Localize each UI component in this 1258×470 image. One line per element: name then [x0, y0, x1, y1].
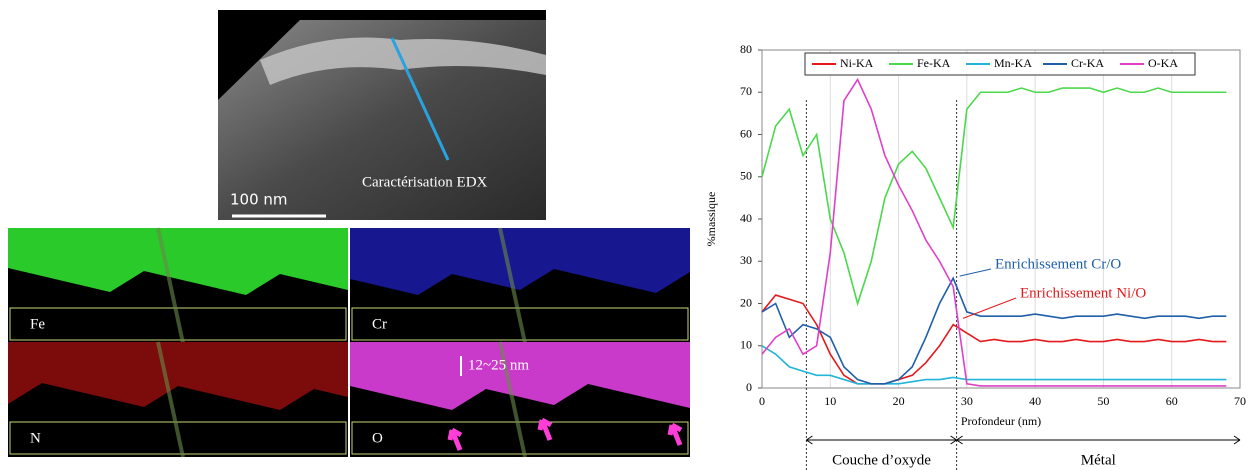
map-label-frame: [9, 421, 347, 455]
y-tick-label: 0: [746, 380, 752, 394]
x-tick-label: 50: [1097, 394, 1109, 408]
line-scan: [498, 227, 527, 344]
map-signal: [8, 228, 348, 295]
y-axis-label: %massique: [704, 192, 718, 247]
y-tick-label: 30: [740, 253, 752, 267]
annotation-arrow: [962, 297, 1017, 319]
chart: 0 10 20 30 40 50 60 70 0 10 20 30 40 50 60 70 80 Profonde…: [704, 42, 1246, 470]
line-scan: [156, 341, 185, 458]
plot-frame: [761, 49, 1241, 389]
x-axis-label: Profondeur (nm): [961, 414, 1041, 428]
line-scan: [156, 227, 185, 344]
edx-map: O: [350, 341, 690, 458]
region-label: Métal: [1081, 452, 1116, 468]
map-label-frame: [9, 307, 347, 341]
x-tick-label: 0: [759, 394, 765, 408]
line-scan: [498, 341, 527, 458]
thickness-label: 12~25 nm: [468, 357, 529, 373]
y-tick-label: 60: [740, 126, 752, 140]
map-signal: [350, 228, 690, 295]
annotation: Enrichissement Ni/O: [1020, 285, 1146, 301]
x-tick-label: 30: [961, 394, 973, 408]
map-label-frame: [351, 307, 689, 341]
map-label-frame: [351, 421, 689, 455]
y-tick-label: 10: [740, 338, 752, 352]
map-signal: [8, 342, 348, 410]
pointer-arrow: [447, 427, 463, 451]
x-tick-label: 70: [1234, 394, 1246, 408]
region-label: Couche d’oxyde: [832, 452, 931, 468]
pointer-arrow: [667, 422, 683, 446]
map-label: Fe: [30, 316, 45, 332]
series-line: [761, 294, 1227, 385]
y-tick-label: 50: [740, 169, 752, 183]
y-tick-label: 70: [740, 84, 752, 98]
edx-maps: Fe Cr N O 12~25 nm: [8, 227, 690, 458]
map-signal: [350, 342, 690, 410]
region-arrow: [956, 435, 1241, 445]
image-caption: Caractérisation EDX: [362, 174, 488, 190]
legend-label: O-KA: [1148, 56, 1178, 70]
annotation-arrow: [959, 268, 992, 277]
legend-frame: [804, 52, 1196, 76]
pointer-arrow: [537, 417, 553, 441]
y-tick-label: 80: [740, 42, 752, 56]
map-label: N: [30, 430, 41, 446]
x-tick-label: 20: [893, 394, 905, 408]
legend-label: Cr-KA: [1071, 56, 1104, 70]
legend: Ni-KA Fe-KA Mn-KA Cr-KA O-KA: [804, 52, 1196, 76]
series-line: [761, 345, 1227, 385]
legend-label: Mn-KA: [994, 56, 1032, 70]
x-tick-label: 40: [1029, 394, 1041, 408]
edx-map: Fe: [8, 227, 348, 344]
edx-map: N: [8, 341, 348, 458]
series-line: [761, 276, 1227, 385]
y-tick-label: 40: [740, 211, 752, 225]
scale-bar-label: 100 nm: [230, 191, 288, 209]
x-tick-label: 10: [824, 394, 836, 408]
map-label: O: [372, 430, 383, 446]
edx-map: Cr: [350, 227, 690, 344]
sem-image: Caractérisation EDX 100 nm: [218, 10, 546, 220]
legend-label: Ni-KA: [840, 56, 874, 70]
annotation: Enrichissement Cr/O: [995, 256, 1121, 272]
series-line: [761, 77, 1227, 387]
map-label: Cr: [372, 316, 387, 332]
region-arrow: [806, 435, 957, 445]
legend-label: Fe-KA: [917, 56, 951, 70]
series-line: [761, 87, 1227, 307]
x-tick-label: 60: [1166, 394, 1178, 408]
y-tick-label: 20: [740, 295, 752, 309]
